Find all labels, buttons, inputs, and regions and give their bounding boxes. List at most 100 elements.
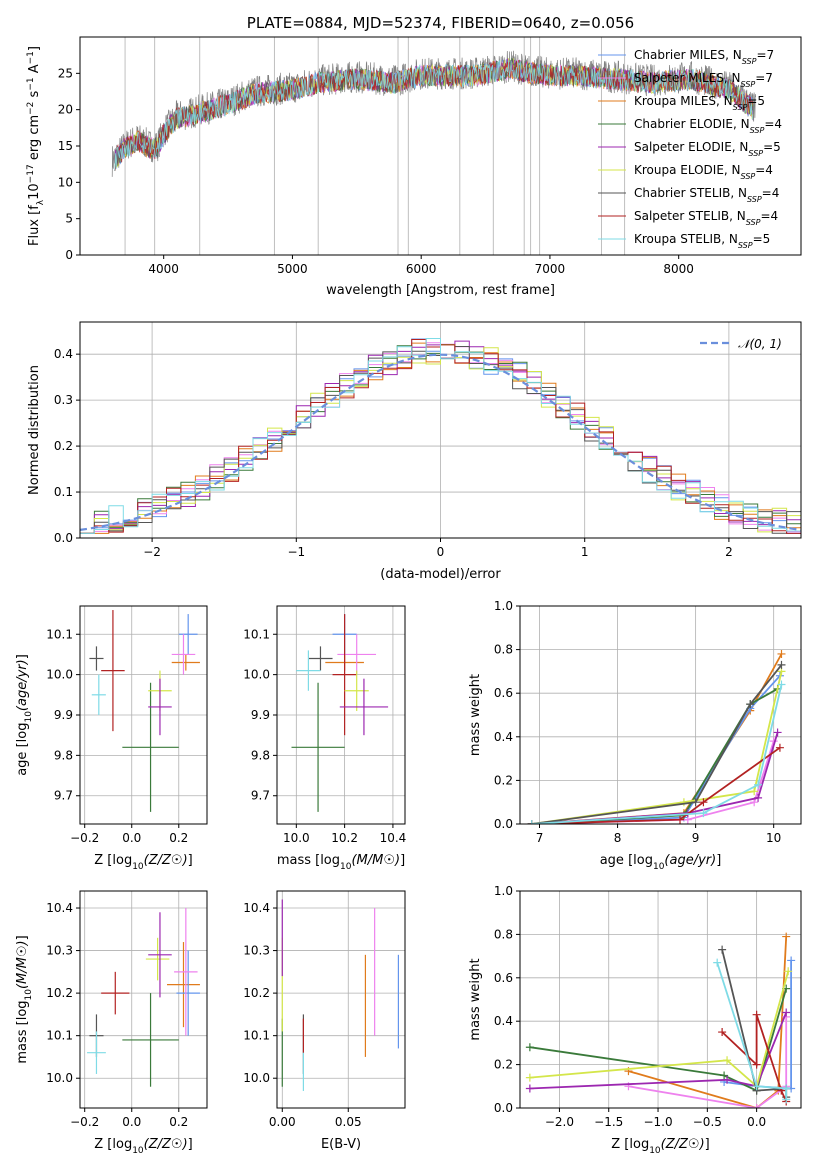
plus-marker xyxy=(713,958,722,967)
series-model-kroupa_stelib xyxy=(114,59,754,171)
errorbar-point-chabrier_miles xyxy=(176,950,200,1036)
plus-marker xyxy=(777,660,786,669)
y-tick-label: 0.3 xyxy=(54,393,73,407)
y-axis-label: Flux [fλ10−17 erg cm−2 s−1 A−1] xyxy=(26,46,46,246)
errorbar-point-chabrier_stelib xyxy=(308,646,333,671)
errorbar-point-kroupa_stelib xyxy=(87,1031,106,1074)
y-tick-label: 15 xyxy=(58,139,73,153)
legend-entry: Kroupa MILES, NSSP=5 xyxy=(634,94,765,112)
errorbar-point-kroupa_stelib xyxy=(296,650,321,691)
plus-marker xyxy=(782,1084,791,1093)
y-tick-label: 9.9 xyxy=(251,708,270,722)
legend-entry: Chabrier STELIB, NSSP=4 xyxy=(634,186,779,204)
y-tick-label: 1.0 xyxy=(494,599,513,613)
errorbar-point-chabrier_elodie xyxy=(291,682,345,812)
plus-marker xyxy=(752,1060,761,1069)
y-tick-label: 0.4 xyxy=(494,1014,513,1028)
errorbar-point-kroupa_miles xyxy=(171,654,200,671)
axes-frame xyxy=(519,605,802,825)
plus-marker xyxy=(752,1104,761,1108)
x-axis-label: E(B-V) xyxy=(321,1137,361,1152)
x-tick-label: 8000 xyxy=(663,262,694,276)
y-tick-label: 0.8 xyxy=(494,927,513,941)
plus-marker xyxy=(676,815,685,824)
y-tick-label: 0.0 xyxy=(494,817,513,831)
errorbar-point-salpeter_elodie xyxy=(148,912,172,998)
plot-area-weight_vs_age xyxy=(527,649,786,824)
plus-marker xyxy=(691,798,700,807)
plus-marker xyxy=(784,967,793,976)
y-tick-label: 20 xyxy=(58,103,73,117)
series-normal-reference xyxy=(80,353,801,531)
y-tick-label: 9.8 xyxy=(251,748,270,762)
y-tick-label: 10.1 xyxy=(243,1029,270,1043)
x-tick-label: 0.0 xyxy=(747,1115,766,1129)
x-tick-label: 0 xyxy=(437,545,445,559)
y-tick-label: 9.9 xyxy=(54,708,73,722)
x-tick-label: 0.0 xyxy=(122,1115,141,1129)
series-chabrier_stelib xyxy=(527,660,786,824)
panel-mass_vs_ebv: 0.00 0.05 10.0 10.1 10.2 10.3 10.4 E(B-V) xyxy=(243,890,406,1152)
y-tick-label: 25 xyxy=(58,66,73,80)
plus-marker xyxy=(754,780,763,789)
x-tick-label: 10.2 xyxy=(331,831,358,845)
plus-marker xyxy=(746,700,755,709)
y-tick-label: 10.2 xyxy=(243,986,270,1000)
x-tick-label: −1 xyxy=(287,545,305,559)
legend-entry: Salpeter STELIB, NSSP=4 xyxy=(634,209,778,227)
x-tick-label: −1.5 xyxy=(594,1115,623,1129)
legend-entry: Kroupa ELODIE, NSSP=4 xyxy=(634,163,773,181)
x-tick-label: 0.05 xyxy=(335,1115,362,1129)
panel-spectrum: 4000 5000 6000 7000 8000 0 5 10 15 20 25 Chabrier M… xyxy=(26,36,802,298)
errorbar-point-salpeter_stelib xyxy=(101,971,130,1015)
errorbar-point-salpeter_elodie xyxy=(339,678,389,736)
legend-entry: Kroupa STELIB, NSSP=5 xyxy=(634,232,770,250)
plot-area-residuals xyxy=(80,338,801,534)
plus-marker xyxy=(782,1008,791,1017)
plus-marker xyxy=(699,798,708,807)
y-tick-label: 10.4 xyxy=(243,901,270,915)
legend-entry: Chabrier ELODIE, NSSP=4 xyxy=(634,117,782,135)
axes-frame xyxy=(519,890,802,1109)
y-tick-label: 10.0 xyxy=(46,1071,73,1085)
series-kroupa_stelib xyxy=(527,680,786,824)
y-tick-label: 10.2 xyxy=(46,986,73,1000)
plus-marker xyxy=(723,1075,732,1084)
x-tick-label: 4000 xyxy=(148,262,179,276)
plus-marker xyxy=(527,820,536,824)
y-tick-label: 0.6 xyxy=(494,686,513,700)
y-tick-label: 10.0 xyxy=(243,1071,270,1085)
plot-area-mass_vs_Z xyxy=(87,908,200,1087)
plus-marker xyxy=(752,1010,761,1019)
plus-marker xyxy=(777,680,786,689)
plus-marker xyxy=(723,1056,732,1065)
errorbar-point-salpeter_miles xyxy=(337,634,377,675)
x-tick-label: 10.4 xyxy=(380,831,407,845)
y-tick-label: 10.0 xyxy=(46,668,73,682)
series-salpeter_stelib xyxy=(718,1010,791,1106)
y-tick-label: 0.2 xyxy=(494,773,513,787)
y-tick-label: 1.0 xyxy=(494,884,513,898)
y-tick-label: 0 xyxy=(65,248,73,262)
plus-marker xyxy=(718,1028,727,1037)
plot-area-mass_vs_ebv xyxy=(281,899,400,1091)
y-tick-label: 10.1 xyxy=(46,1029,73,1043)
x-tick-label: 0.0 xyxy=(122,831,141,845)
errorbar-point-salpeter_elodie xyxy=(148,678,172,736)
errorbar-point-salpeter_stelib xyxy=(101,610,125,732)
x-tick-label: −0.2 xyxy=(70,1115,99,1129)
y-tick-label: 10.4 xyxy=(46,901,73,915)
plus-marker xyxy=(718,945,727,954)
y-axis-label: age [log10(age/yr)] xyxy=(15,654,34,776)
x-axis-label: Z [log10(Z/Z☉)] xyxy=(94,1137,192,1156)
errorbar-point-chabrier_miles xyxy=(178,614,198,655)
errorbar-point-kroupa_elodie xyxy=(344,670,369,711)
x-tick-label: 7000 xyxy=(535,262,566,276)
x-tick-label: 7 xyxy=(536,831,544,845)
y-tick-label: 10 xyxy=(58,175,73,189)
plot-area-age_vs_mass xyxy=(291,614,389,812)
series-kroupa_stelib xyxy=(713,958,791,1104)
x-tick-label: 10.0 xyxy=(283,831,310,845)
y-tick-label: 0.4 xyxy=(494,730,513,744)
